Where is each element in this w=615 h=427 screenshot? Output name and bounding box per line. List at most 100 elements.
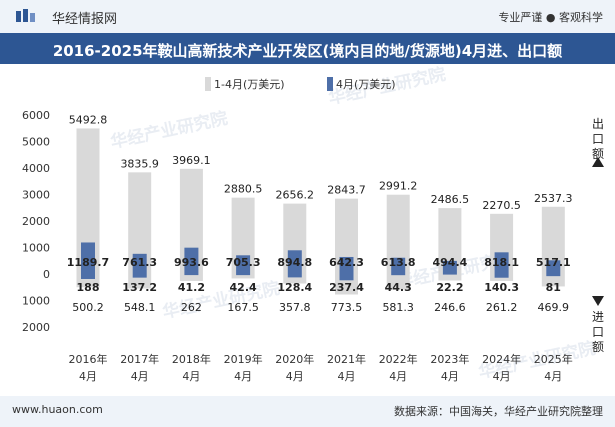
label-ytd-import: 548.1 [124,301,156,314]
bar-month-import [81,274,95,279]
export-axis-label: 出 [592,117,604,131]
x-tick-label: 4月 [493,370,511,383]
x-tick-label: 2021年 [327,352,366,366]
bar-ytd-import [386,274,410,290]
x-tick-label: 2024年 [482,352,521,366]
label-ytd-import: 581.3 [382,301,414,314]
legend-label-month: 4月(万美元) [336,78,396,91]
y-tick-label: 5000 [22,136,50,149]
label-ytd-import: 167.5 [227,301,259,314]
x-tick-label: 4月 [131,370,149,383]
bar-ytd-import [438,274,462,281]
label-month-export: 818.1 [484,256,519,269]
x-tick-label: 4月 [234,370,252,383]
label-month-export: 517.1 [536,256,571,269]
x-tick-label: 2017年 [120,352,159,366]
label-ytd-export: 5492.8 [69,113,108,126]
tagline: 专业严谨 ● 客观科学 [498,11,603,24]
label-month-import: 237.4 [329,281,364,294]
bar-month-import [391,274,406,276]
bar-month-import [494,274,509,278]
y-tick-label: 1000 [22,242,50,255]
label-ytd-export: 2991.2 [379,180,418,193]
label-month-export: 705.3 [226,256,261,269]
bar-month-import [236,274,251,276]
label-month-export: 642.3 [329,256,364,269]
label-ytd-export: 2880.5 [224,183,263,196]
site-name: 华经情报网 [52,12,118,27]
import-axis-label: 口 [592,325,604,339]
title-bar [0,33,615,64]
label-month-import: 188 [77,281,100,294]
bar-month-export [236,255,251,274]
label-ytd-import: 246.6 [434,301,466,314]
bar-ytd-export [335,198,358,274]
label-month-export: 494.4 [433,256,468,269]
label-month-import: 44.3 [385,281,412,294]
label-month-import: 137.2 [122,281,157,294]
bar-month-export [546,260,561,274]
bar-month-import [546,274,561,277]
website-url: www.huaon.com [12,403,103,416]
label-ytd-export: 2537.3 [534,192,573,205]
bar-month-import [287,274,302,278]
x-tick-label: 4月 [286,370,304,383]
label-ytd-export: 3969.1 [172,154,211,167]
bar-ytd-export [541,206,565,274]
x-tick-label: 2018年 [172,352,211,366]
bar-month-export [339,256,354,274]
bar-month-import [442,274,457,275]
label-month-import: 81 [546,281,561,294]
bar-ytd-import [231,274,255,279]
x-tick-label: 2025年 [534,352,573,366]
y-tick-label: 0 [43,268,50,281]
label-ytd-import: 469.9 [538,301,570,314]
label-month-import: 22.2 [436,281,463,294]
bar-ytd-export [128,172,152,274]
label-month-export: 1189.7 [67,256,109,269]
label-month-import: 128.4 [277,281,312,294]
footer-bar [0,396,615,427]
label-ytd-import: 262 [181,301,202,314]
label-ytd-export: 2656.2 [276,189,315,202]
data-source: 数据来源：中国海关，华经产业研究院整理 [394,405,603,418]
label-month-import: 140.3 [484,281,519,294]
bar-ytd-import [541,274,565,287]
x-tick-label: 2019年 [224,352,263,366]
label-ytd-export: 2270.5 [482,199,521,212]
chart-title: 2016-2025年鞍山高新技术产业开发区(境内目的地/货源地)4月进、出口额 [52,42,563,60]
label-ytd-import: 500.2 [72,301,104,314]
watermark-text: 华经产业研究院 [109,108,230,153]
x-tick-label: 4月 [79,370,97,383]
bar-month-export [184,247,199,274]
x-tick-label: 4月 [544,370,562,383]
bar-ytd-export [231,197,255,274]
y-tick-label: 3000 [22,189,50,202]
export-axis-label: 口 [592,132,604,146]
x-tick-label: 4月 [441,370,459,383]
label-month-import: 41.2 [178,281,205,294]
label-month-export: 894.8 [277,256,312,269]
bar-month-export [442,260,457,274]
import-axis-label: 进 [592,310,604,324]
label-ytd-import: 357.8 [279,301,311,314]
x-tick-label: 4月 [182,370,200,383]
label-ytd-import: 773.5 [331,301,363,314]
x-tick-label: 2016年 [69,352,108,366]
x-tick-label: 2023年 [430,352,469,366]
bar-month-export [287,250,302,274]
bar-month-export [391,257,406,274]
label-month-export: 613.8 [381,256,416,269]
bar-ytd-import [179,274,203,281]
top-bar [0,0,615,33]
legend-swatch-month [327,77,333,91]
bar-ytd-export [386,194,410,274]
down-arrow-icon [592,296,604,306]
export-axis-label: 额 [592,147,604,161]
label-month-import: 42.4 [230,281,257,294]
x-tick-label: 2020年 [275,352,314,366]
up-arrow-icon [592,157,604,167]
x-tick-label: 4月 [389,370,407,383]
label-month-export: 761.3 [122,256,157,269]
chart: 华经产业研究院华经产业研究院华经产业研究院华经产业研究院华经产业研究院20001… [22,64,604,383]
